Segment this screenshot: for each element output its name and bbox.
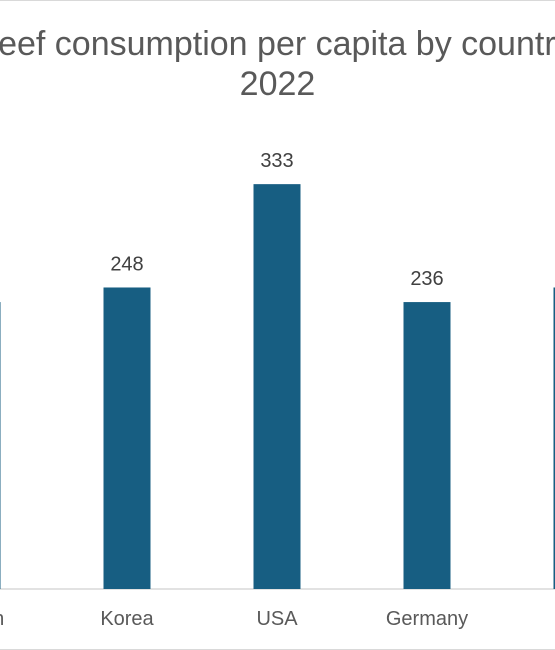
data-label-korea: 248 — [110, 253, 143, 275]
chart-title-line-1: Beef consumption per capita by country, — [0, 25, 555, 63]
bar-korea — [103, 287, 151, 589]
chart-title: Beef consumption per capita by country, … — [0, 24, 555, 104]
chart-title-line-2: 2022 — [239, 65, 316, 103]
data-label-germany: 236 — [410, 268, 443, 290]
x-tick-label-korea: Korea — [100, 608, 154, 630]
bar-uk — [553, 287, 555, 589]
x-tick-label-japan: Japan — [0, 608, 4, 630]
bar-germany — [403, 302, 451, 589]
x-tick-label-usa: USA — [256, 608, 298, 630]
bar-usa — [253, 184, 301, 590]
data-label-usa: 333 — [260, 150, 293, 172]
x-tick-label-germany: Germany — [386, 608, 468, 630]
bar-japan — [0, 302, 1, 589]
